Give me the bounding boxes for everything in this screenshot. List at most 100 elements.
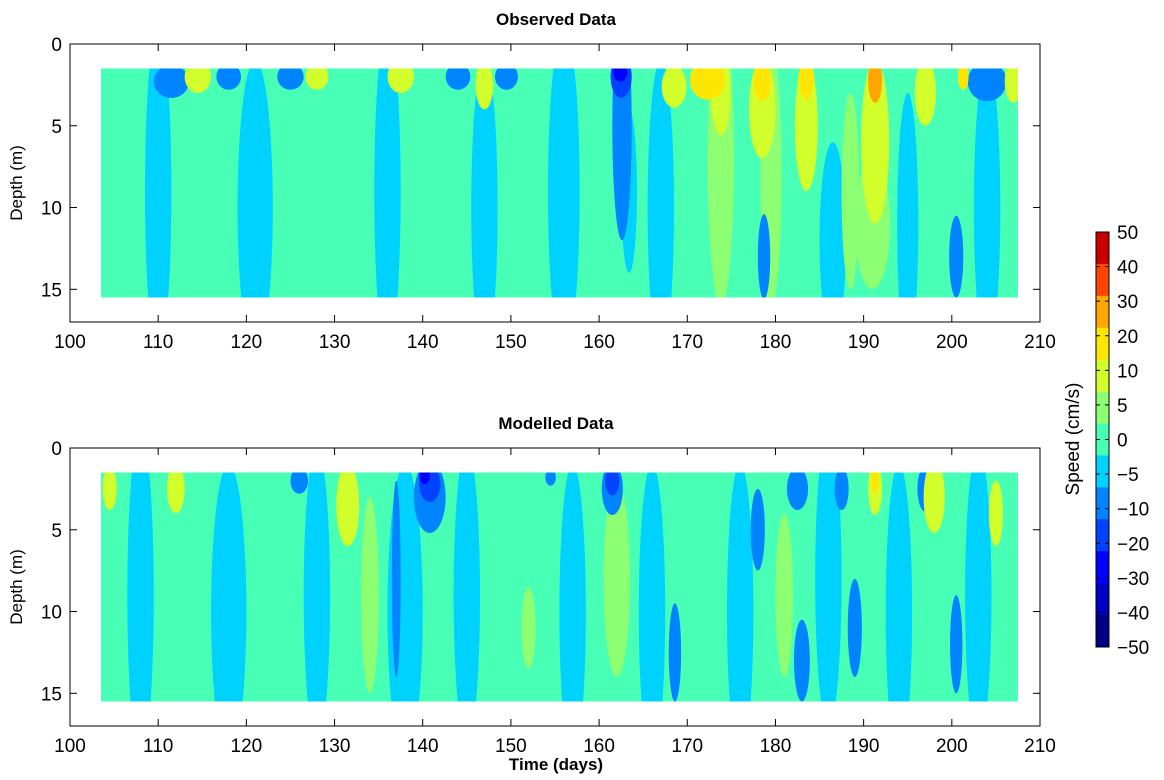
contour-feature — [305, 68, 329, 90]
contour-feature — [973, 68, 1001, 298]
contour-feature — [374, 68, 401, 298]
y-tick-label: 15 — [41, 280, 62, 301]
contour-feature — [612, 68, 632, 241]
modelled-contour-field — [100, 472, 1018, 702]
x-tick-label: 190 — [848, 332, 880, 353]
x-tick-label: 190 — [848, 736, 880, 757]
contour-feature — [453, 472, 481, 702]
contour-feature — [965, 472, 992, 702]
x-tick-label: 170 — [671, 332, 703, 353]
colorbar-tick-label: −40 — [1117, 603, 1149, 624]
colorbar-tick-label: −5 — [1117, 465, 1139, 486]
x-tick-label: 110 — [143, 332, 173, 353]
x-tick-label: 210 — [1024, 332, 1056, 353]
observed-title: Observed Data — [496, 10, 617, 29]
x-tick-label: 140 — [407, 736, 439, 757]
observed-ticks: 100 110 120 130 140 150 160 170 180 190 200 210 0 5 10… — [41, 35, 1056, 353]
contour-feature — [559, 472, 586, 702]
contour-feature — [847, 578, 862, 677]
background-fill — [100, 472, 1018, 702]
colorbar-segment — [1096, 519, 1109, 552]
contour-feature — [707, 68, 735, 298]
contour-feature — [967, 68, 1007, 102]
contour-feature — [689, 68, 726, 100]
observed-ylabel: Depth (m) — [7, 145, 26, 221]
contour-feature — [167, 472, 185, 514]
contour-feature — [868, 68, 883, 103]
contour-feature — [819, 142, 846, 298]
colorbar-tick-label: −10 — [1117, 500, 1149, 521]
contour-feature — [184, 68, 212, 94]
x-tick-label: 200 — [936, 736, 968, 757]
colorbar-segment — [1096, 551, 1109, 584]
contour-feature — [661, 68, 687, 108]
contour-feature — [102, 472, 117, 511]
y-tick-label: 5 — [51, 117, 62, 138]
colorbar-tick-label: 5 — [1117, 396, 1128, 417]
x-tick-label: 180 — [760, 332, 792, 353]
colorbar-tick-label: 40 — [1117, 258, 1138, 279]
x-axis-label: Time (days) — [509, 755, 603, 774]
contour-feature — [211, 472, 247, 702]
contour-feature — [127, 472, 154, 702]
contour-feature — [775, 513, 794, 677]
contour-feature — [957, 68, 969, 90]
modelled-axes-box — [69, 447, 1041, 727]
contour-feature — [897, 93, 919, 298]
observed-axes-box — [69, 43, 1041, 323]
x-tick-label: 160 — [583, 736, 615, 757]
x-tick-label: 140 — [407, 332, 439, 353]
colorbar-tick-label: 10 — [1117, 361, 1138, 382]
x-tick-label: 120 — [231, 332, 263, 353]
colorbar-tick-label: −20 — [1117, 534, 1149, 555]
y-tick-label: 0 — [51, 439, 62, 460]
colorbar-segment — [1096, 455, 1109, 488]
contour-feature — [613, 68, 628, 82]
colorbar-segment — [1096, 583, 1109, 616]
colorbar-tick-label: 30 — [1117, 292, 1138, 313]
x-tick-label: 120 — [231, 736, 263, 757]
x-tick-label: 200 — [936, 332, 968, 353]
contour-feature — [860, 68, 890, 224]
x-tick-label: 100 — [54, 736, 86, 757]
colorbar-segment — [1096, 359, 1109, 393]
contour-feature — [923, 472, 945, 534]
contour-feature — [841, 93, 860, 290]
contour-feature — [794, 68, 818, 192]
contour-feature — [277, 68, 304, 90]
y-tick-label: 10 — [41, 199, 62, 220]
contour-feature — [726, 472, 754, 702]
contour-feature — [834, 472, 849, 511]
contour-feature — [885, 472, 913, 702]
contour-feature — [144, 68, 172, 298]
contour-feature — [303, 472, 331, 702]
contour-feature — [419, 472, 441, 502]
contour-feature — [391, 480, 401, 677]
modelled-title: Modelled Data — [498, 414, 614, 433]
contour-feature — [237, 68, 273, 298]
colorbar-tick-label: −30 — [1117, 569, 1149, 590]
contour-feature — [419, 472, 430, 484]
x-tick-label: 100 — [54, 332, 86, 353]
x-tick-label: 150 — [495, 332, 527, 353]
contour-feature — [290, 472, 309, 494]
contour-feature — [336, 472, 360, 547]
contour-feature — [638, 472, 666, 702]
observed-panel: Observed Data 100 110 120 130 140 150 160 170 18… — [7, 10, 1056, 353]
contour-feature — [668, 603, 682, 702]
contour-feature — [605, 472, 620, 496]
contour-feature — [475, 68, 494, 110]
contour-feature — [750, 488, 765, 571]
contour-feature — [798, 68, 815, 100]
colorbar-segment — [1096, 327, 1109, 361]
contour-feature — [547, 68, 580, 298]
colorbar-tick-label: 20 — [1117, 327, 1138, 348]
contour-feature — [757, 214, 771, 298]
modelled-ticks: 100 110 120 130 140 150 160 170 180 190 200 210 0 5 10… — [41, 439, 1056, 757]
colorbar-segment — [1096, 423, 1109, 456]
colorbar-segment — [1096, 263, 1109, 297]
contour-feature — [216, 68, 242, 90]
